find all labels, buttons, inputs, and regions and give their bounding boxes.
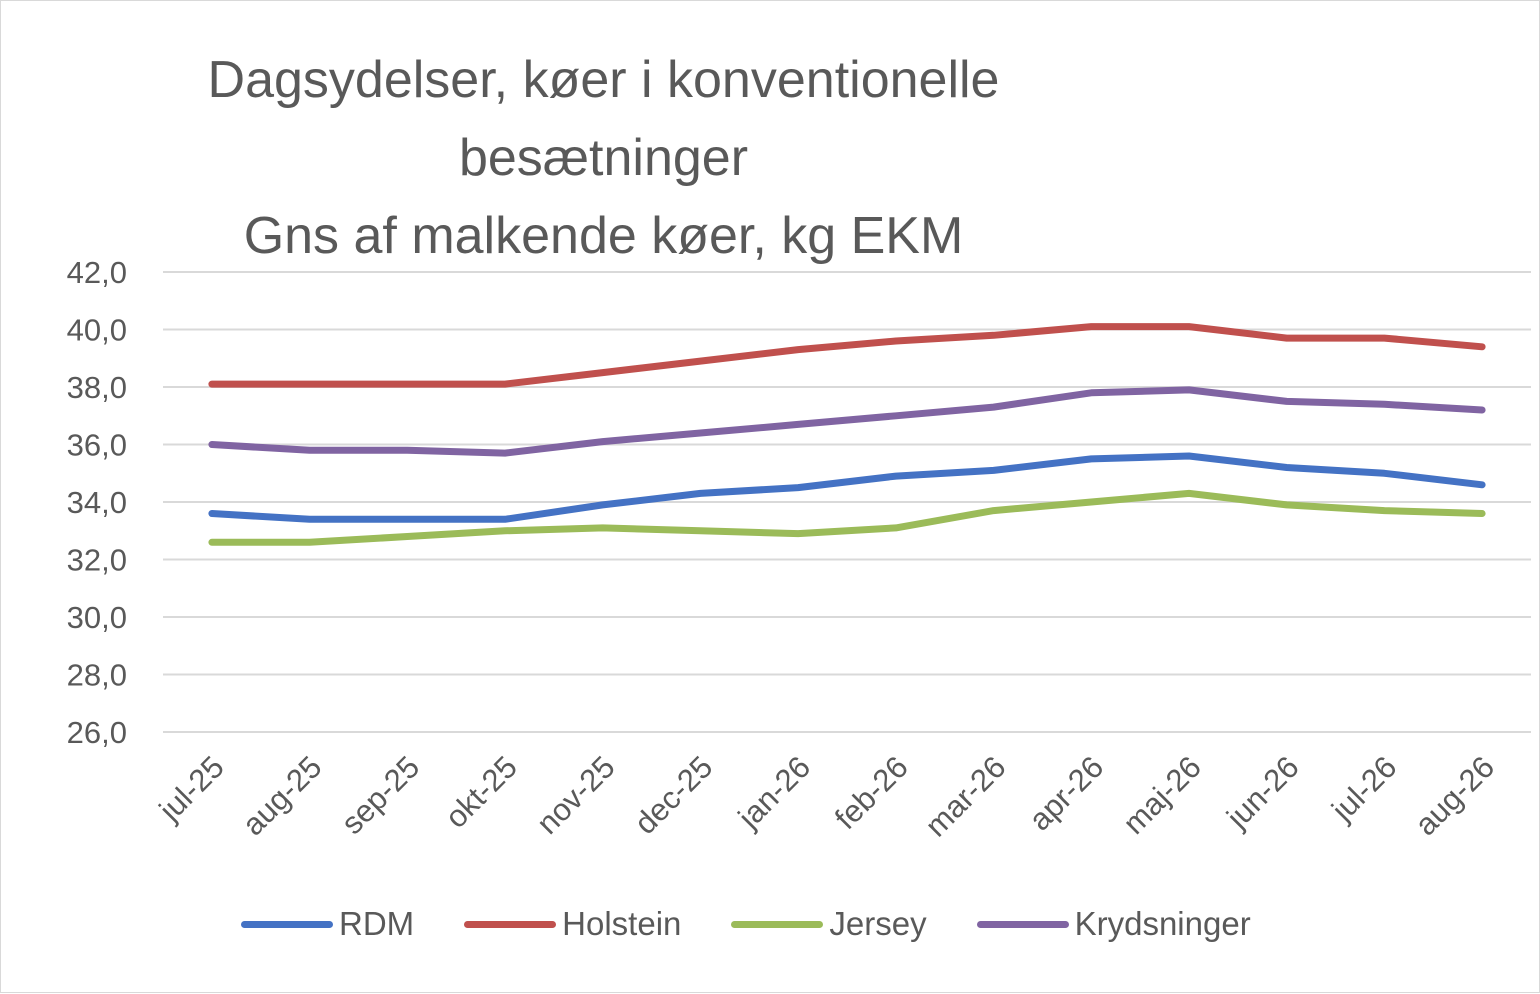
series-lines <box>208 323 1486 546</box>
x-tick-label-feb-26: feb-26 <box>828 749 915 836</box>
x-tick-label-jun-26: jun-26 <box>1219 749 1305 835</box>
y-tick-label-32-0: 32,0 <box>67 543 127 578</box>
x-tick-label-jul-25: jul-25 <box>152 749 231 828</box>
series-line-krydsninger <box>208 386 1486 457</box>
x-tick-label-aug-25: aug-25 <box>236 749 329 842</box>
legend-label-holstein: Holstein <box>562 905 682 942</box>
chart-title-line-3: Gns af malkende køer, kg EKM <box>243 207 964 265</box>
x-tick-label-okt-25: okt-25 <box>438 749 524 835</box>
legend-label-rdm: RDM <box>339 905 415 942</box>
legend-label-krydsninger: Krydsninger <box>1074 905 1251 942</box>
x-tick-label-dec-25: dec-25 <box>628 749 720 841</box>
y-tick-label-26-0: 26,0 <box>67 715 127 750</box>
legend-swatch-krydsninger <box>976 920 1069 928</box>
series-line-jersey <box>208 489 1486 546</box>
legend-swatch-holstein <box>464 920 557 928</box>
legend-item-rdm: RDM <box>241 905 414 943</box>
x-tick-label-sep-25: sep-25 <box>334 749 426 841</box>
chart-title: Dagsydelser, køer i konventionelle besæt… <box>101 41 1106 275</box>
legend-swatch-rdm <box>241 920 333 928</box>
x-axis-tick-labels: jul-25 aug-25 sep-25 okt-25 nov-25 dec-25 jan-… <box>152 749 1501 843</box>
legend-item-holstein: Holstein <box>464 905 681 943</box>
x-tick-label-maj-26: maj-26 <box>1116 749 1208 841</box>
series-line-holstein <box>208 323 1486 388</box>
y-tick-label-38-0: 38,0 <box>67 370 127 405</box>
series-line-rdm <box>208 452 1486 523</box>
y-tick-label-42-0: 42,0 <box>67 255 127 290</box>
y-tick-label-28-0: 28,0 <box>67 658 127 693</box>
x-tick-label-aug-26: aug-26 <box>1408 749 1501 842</box>
legend-label-jersey: Jersey <box>829 905 927 942</box>
y-tick-label-34-0: 34,0 <box>67 485 127 520</box>
chart-title-line-1: Dagsydelser, køer i konventionelle <box>207 51 1000 109</box>
x-tick-label-jul-26: jul-26 <box>1324 749 1403 828</box>
legend-item-krydsninger: Krydsninger <box>976 905 1251 943</box>
chart-title-line-2: besætninger <box>458 129 749 187</box>
x-tick-label-mar-26: mar-26 <box>918 749 1012 843</box>
legend-item-jersey: Jersey <box>731 905 927 943</box>
y-tick-label-36-0: 36,0 <box>67 428 127 463</box>
y-tick-label-40-0: 40,0 <box>67 313 127 348</box>
y-axis-tick-labels: 42,0 40,0 38,0 36,0 34,0 32,0 30,0 28,0 26,0 <box>67 255 127 750</box>
x-tick-label-apr-26: apr-26 <box>1022 749 1110 837</box>
legend: RDM Holstein Jersey Krydsninger <box>241 901 1301 947</box>
x-tick-label-nov-25: nov-25 <box>530 749 622 841</box>
x-tick-label-jan-26: jan-26 <box>731 749 817 835</box>
legend-swatch-jersey <box>731 920 824 928</box>
y-tick-label-30-0: 30,0 <box>67 600 127 635</box>
